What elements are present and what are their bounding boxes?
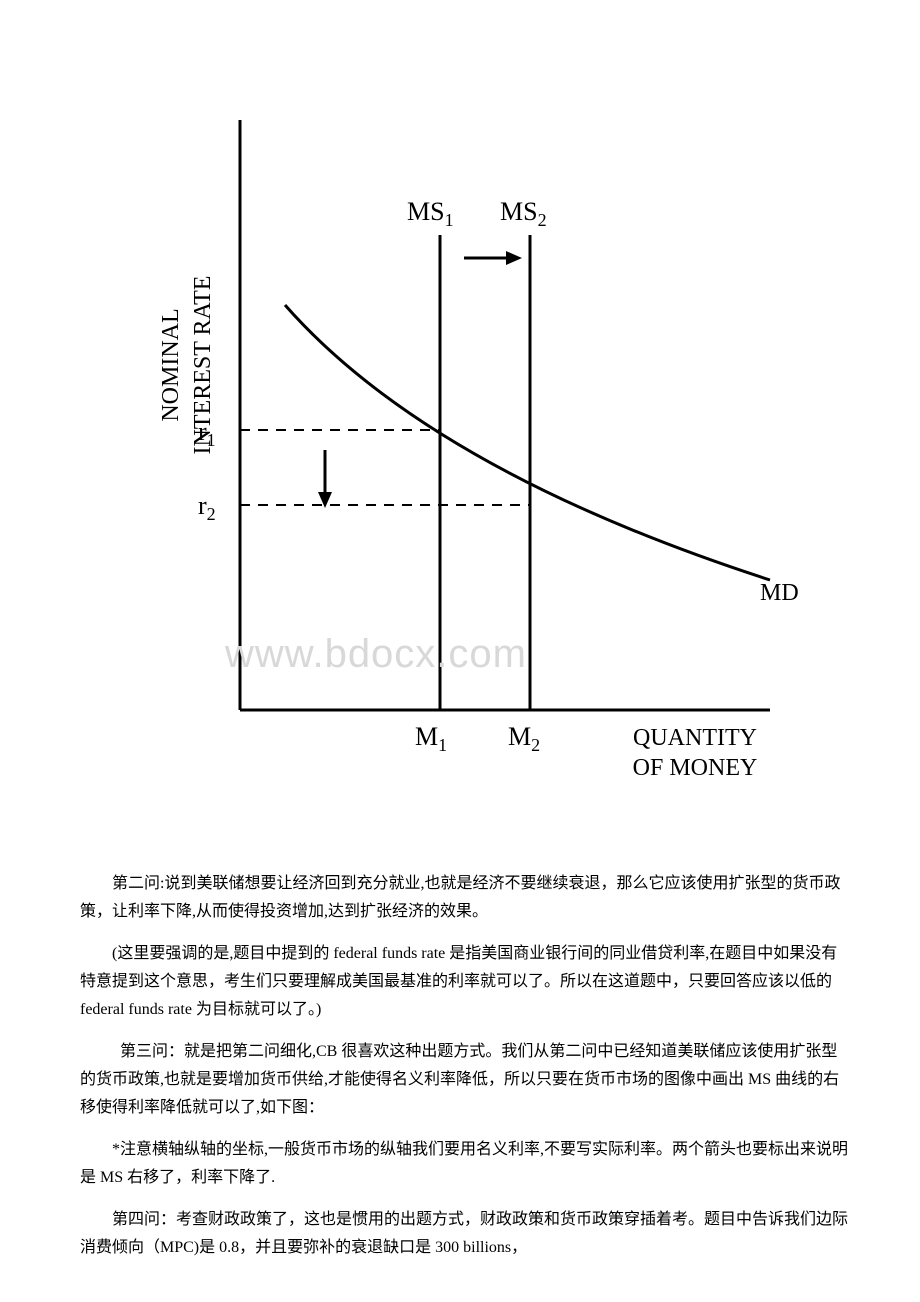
m2-label: M2 bbox=[508, 722, 540, 755]
paragraph-note: (这里要强调的是,题目中提到的 federal funds rate 是指美国商… bbox=[80, 940, 850, 1024]
m1-label: M1 bbox=[415, 722, 447, 755]
watermark: www.bdocx.com bbox=[225, 632, 527, 677]
y-axis-label-1: NOMINAL bbox=[158, 308, 184, 421]
md-curve bbox=[285, 305, 770, 580]
paragraph-2: 第二问:说到美联储想要让经济回到充分就业,也就是经济不要继续衰退，那么它应该使用… bbox=[80, 870, 850, 926]
r2-label: r2 bbox=[198, 491, 216, 524]
body-text: 第二问:说到美联储想要让经济回到充分就业,也就是经济不要继续衰退，那么它应该使用… bbox=[80, 870, 850, 1276]
x-axis-label-2: OF MONEY bbox=[633, 755, 758, 781]
chart-svg: NOMINAL INTEREST RATE MS1 MS2 MD r1 r2 M… bbox=[130, 90, 810, 810]
paragraph-3: 第三问：就是把第二问细化,CB 很喜欢这种出题方式。我们从第二问中已经知道美联储… bbox=[80, 1038, 850, 1122]
paragraph-axis-note: *注意横轴纵轴的坐标,一般货币市场的纵轴我们要用名义利率,不要写实际利率。两个箭… bbox=[80, 1136, 850, 1192]
ms1-label: MS1 bbox=[407, 197, 454, 230]
md-label: MD bbox=[760, 580, 799, 606]
x-axis-label-1: QUANTITY bbox=[633, 725, 757, 751]
shift-arrow-head bbox=[506, 251, 522, 265]
paragraph-4: 第四问：考查财政政策了，这也是惯用的出题方式，财政政策和货币政策穿插着考。题目中… bbox=[80, 1206, 850, 1262]
ms2-label: MS2 bbox=[500, 197, 547, 230]
